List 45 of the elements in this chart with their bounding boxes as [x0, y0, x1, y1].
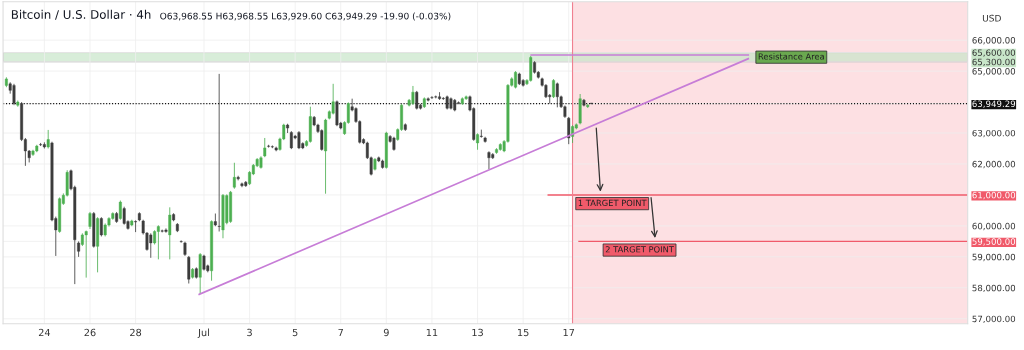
ref-line-label: 2 TARGET POINT: [605, 246, 674, 253]
y-axis-title: USD: [982, 14, 1001, 22]
y-tick-label: 60,000.00: [972, 222, 1016, 231]
y-tick-label: 59,500.00: [972, 238, 1016, 246]
candlestick: [149, 232, 153, 259]
x-tick-label: 26: [84, 328, 96, 337]
candlestick: [84, 230, 88, 279]
y-tick-label: 59,000.00: [972, 253, 1016, 262]
x-tick-label: 28: [130, 328, 142, 337]
y-tick-label: 61,000.00: [972, 191, 1016, 200]
candlestick: [232, 162, 236, 190]
y-tick-label: 66,000.00: [972, 37, 1016, 45]
candlestick: [487, 150, 491, 170]
candlestick: [331, 83, 335, 115]
candlestick: [555, 82, 559, 108]
ref-line-label: 1 TARGET POINT: [578, 199, 647, 207]
y-tick-label: 65,300.00: [972, 58, 1016, 67]
candlestick: [552, 78, 555, 99]
candlestick: [164, 227, 168, 234]
candlestick: [46, 129, 50, 149]
y-tick-label: 57,000.00: [972, 315, 1016, 324]
text: Bitcoin / U.S. Dollar · 4h: [11, 9, 151, 20]
y-tick-label: 62,000.00: [972, 160, 1016, 169]
candlestick: [12, 83, 16, 106]
band-label: Resistance Area: [758, 53, 824, 60]
x-tick-label: 5: [292, 328, 298, 337]
x-tick-label: 9: [383, 328, 389, 337]
x-tick-label: 17: [563, 328, 575, 336]
x-tick-label: 13: [472, 328, 483, 337]
x-tick-label: 11: [426, 328, 438, 336]
y-tick-label: 63,000.00: [972, 129, 1016, 138]
y-tick-label: 58,000.00: [972, 284, 1016, 293]
y-tick-label: 65,600.00: [972, 49, 1016, 57]
candlestick: [411, 85, 415, 106]
text: O63,968.55 H63,968.55 L63,929.60 C63,949.29 -19.90 (-0.03%): [160, 12, 451, 21]
x-tick-label: 7: [338, 328, 344, 336]
candlestick: [198, 252, 202, 295]
candlestick: [320, 128, 324, 152]
candlestick: [217, 73, 221, 232]
x-tick-label: 3: [247, 328, 252, 337]
x-tick-label: 24: [38, 328, 51, 336]
x-tick-label: 15: [518, 328, 529, 337]
y-tick-label: 65,000.00: [972, 67, 1016, 76]
y-tick-label: 63,949.29: [972, 100, 1016, 108]
x-tick-label: Jul: [197, 328, 209, 338]
